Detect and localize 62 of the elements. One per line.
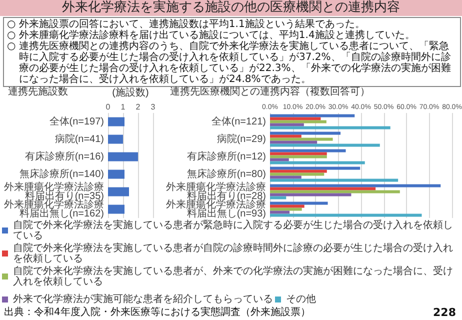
y-tick-label: 有床診療所(n=16) [24,150,104,162]
text: ○ 外来施設票の回答において、連携施設数は平均1.1施設という結果であった。 [7,19,366,30]
x-tick-label: 1 [120,102,126,112]
bar [108,152,138,162]
bar [270,187,376,190]
bar [270,138,333,141]
bar [270,172,324,176]
bar [270,178,398,182]
x-axis-title: (施設数) [112,86,149,98]
x-tick-label: 3 [150,102,156,112]
legend-label: 自院で外来化学療法を実施している患者が緊急時に入院する必要が生じた場合の受け入れを依頼している [13,218,453,242]
bar [270,202,328,205]
bar [108,170,124,179]
bar [270,214,422,217]
bar [270,149,346,152]
bar [270,161,365,164]
bar [108,117,124,126]
y-tick-label: 病院(n=41) [54,132,104,145]
text: ○ 外来腫瘍化学療法診療料を届け出ている施設については、平均1.4施設と連携していた。 [7,30,416,41]
bar [270,208,302,211]
legend-label: 外来で化学療法が実施可能な患者を紹介してもらっている [13,293,273,305]
bar [108,204,124,214]
bar [270,120,326,124]
bar [108,187,129,196]
bar [270,134,302,138]
y-tick-label: 全体(n=197) [49,115,104,128]
bar [270,190,400,194]
y-tick-label: 病院(n=29) [216,132,266,145]
legend-label: 自院で外来化学療法を実施している患者が、外来での化学療法の実施が困難になった場合に、受け入れを依頼している [13,264,453,288]
x-tick-label: 0 [106,102,111,112]
bar [108,134,123,144]
chart-title: 連携先施設数 [8,86,68,98]
bar [270,166,360,170]
bar [270,158,289,162]
bar [270,140,318,144]
x-tick-label: 2 [136,102,141,112]
bar [270,204,304,208]
bar [270,210,290,214]
y-tick-label: 無床診療所(n=140) [19,168,104,180]
bar [270,126,390,130]
chart-title: 連携先医療機関との連携内容（複数回答可） [170,86,370,98]
bar [270,132,341,135]
text: 228 [433,306,456,319]
legend-label: 自院で外来化学療法を実施している患者が自院の診療時間外に診療の必要が生じた場合の受け入れを依頼している [13,242,453,264]
bar [270,117,321,120]
y-tick-label: 有床診療所(n=12) [186,150,266,162]
bar [270,193,352,196]
bar [270,114,355,118]
bar [270,176,302,179]
bar [270,170,327,173]
legend-label: その他 [286,293,316,305]
bar [270,144,380,147]
bar [270,184,441,188]
text: 外来化学療法を実施する施設の他の医療機関との連携内容 [0,0,462,16]
source-note: 出典：令和4年度入院・外来医療等における実態調査（外来施設票） [4,307,310,319]
bar [270,123,304,126]
y-tick-label: 全体(n=121) [211,115,266,128]
y-tick-label: 無床診療所(n=80) [186,168,266,180]
bar [270,155,327,158]
bar [270,152,327,156]
bar [270,196,286,200]
text: ○ 連携先医療機関との連携内容のうち、自院で外来化学療法を実施している患者について、「緊急時に入院する必要が生じた場合の受け入れを依頼している」が37.2%、「自院の診療時間外に診療の必要が生じた場合の受け入れを依頼している」が22.3%、「外来での化学療法の実施が困難になった場合に、受け入れを依頼している」が24.8%であった。 [7,41,452,85]
